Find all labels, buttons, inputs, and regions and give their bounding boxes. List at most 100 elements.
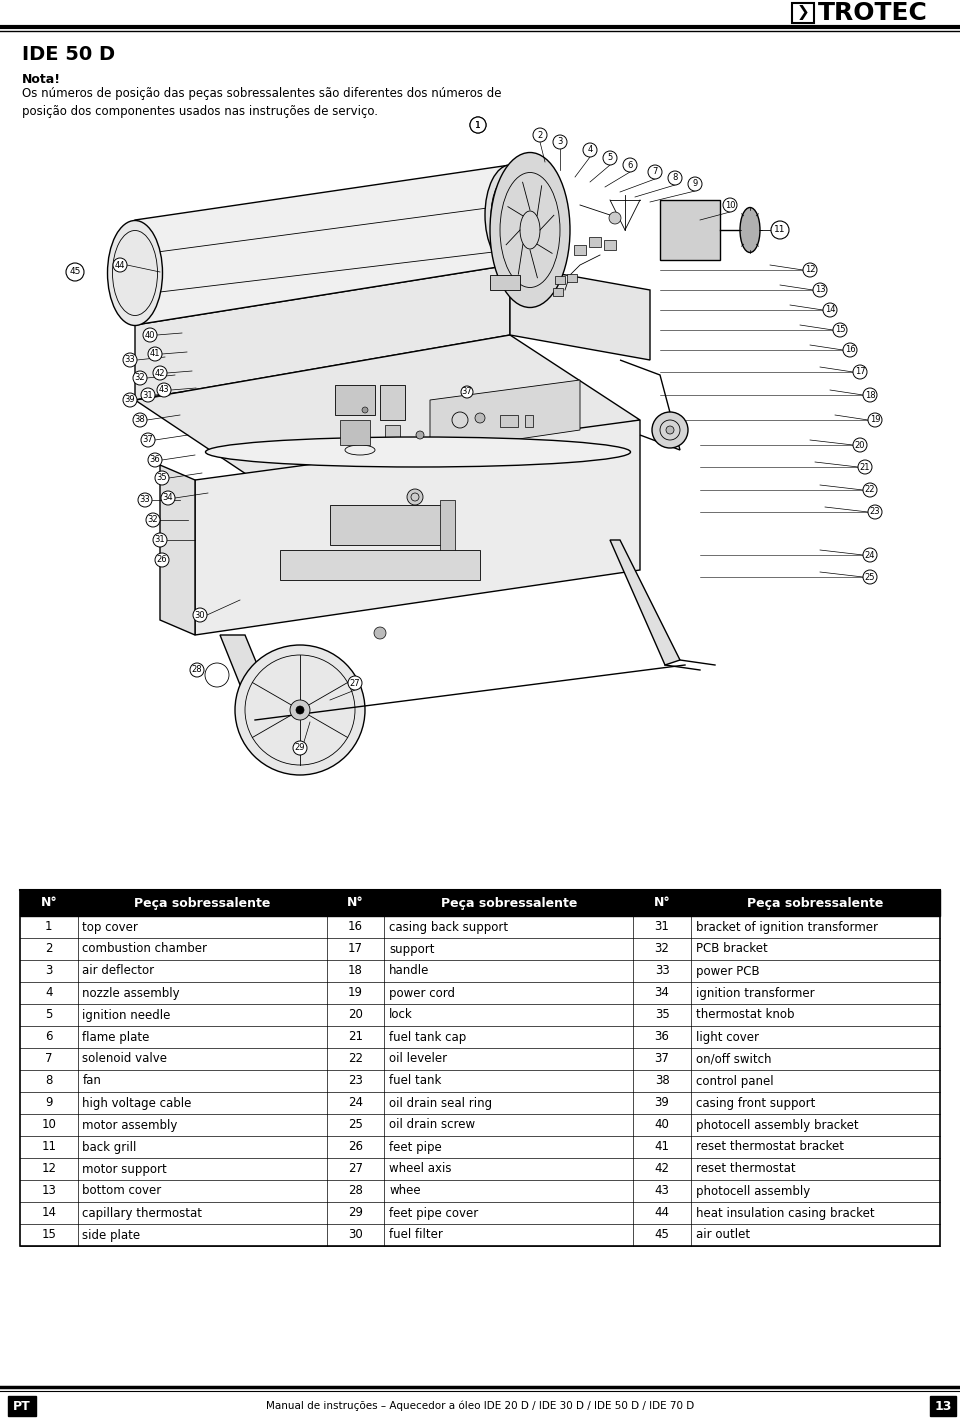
Bar: [20, 890, 940, 1245]
Text: 44: 44: [115, 260, 125, 270]
Circle shape: [843, 344, 857, 356]
Text: 39: 39: [655, 1096, 669, 1109]
Text: bottom cover: bottom cover: [83, 1184, 161, 1197]
Text: 41: 41: [150, 349, 160, 358]
Circle shape: [235, 645, 365, 775]
Circle shape: [868, 413, 882, 427]
Text: 17: 17: [348, 943, 363, 956]
Circle shape: [148, 346, 162, 361]
Text: 14: 14: [825, 305, 835, 314]
Text: back grill: back grill: [83, 1140, 137, 1153]
Polygon shape: [510, 266, 650, 361]
Circle shape: [143, 328, 157, 342]
Text: 8: 8: [672, 173, 678, 183]
Circle shape: [652, 412, 688, 447]
Bar: [20, 1180, 940, 1201]
Text: 32: 32: [148, 515, 158, 524]
Text: 38: 38: [134, 416, 145, 425]
Text: 19: 19: [870, 416, 880, 425]
Text: 13: 13: [934, 1400, 951, 1413]
Polygon shape: [220, 635, 280, 721]
Text: 40: 40: [655, 1119, 669, 1132]
Text: fuel tank: fuel tank: [389, 1075, 442, 1088]
Text: 3: 3: [45, 964, 53, 977]
Text: 37: 37: [462, 388, 472, 396]
Circle shape: [66, 263, 84, 281]
Circle shape: [407, 488, 423, 506]
Text: 1: 1: [475, 121, 481, 129]
Circle shape: [148, 453, 162, 467]
Text: 23: 23: [870, 507, 880, 517]
Text: 6: 6: [627, 160, 633, 169]
Text: 39: 39: [125, 396, 135, 405]
Bar: [280, 550, 480, 579]
Circle shape: [863, 388, 877, 402]
Text: power PCB: power PCB: [696, 964, 759, 977]
Text: 4: 4: [588, 145, 592, 155]
Text: 38: 38: [655, 1075, 669, 1088]
Bar: [555, 275, 565, 284]
Text: casing front support: casing front support: [696, 1096, 815, 1109]
Text: on/off switch: on/off switch: [696, 1052, 771, 1065]
Bar: [792, 3, 814, 23]
Text: feet pipe cover: feet pipe cover: [389, 1207, 478, 1220]
Circle shape: [533, 128, 547, 142]
Ellipse shape: [490, 152, 570, 308]
Text: air outlet: air outlet: [696, 1228, 750, 1241]
Bar: [20, 1157, 940, 1180]
Bar: [490, 275, 520, 290]
Circle shape: [858, 460, 872, 474]
Text: oil drain seal ring: oil drain seal ring: [389, 1096, 492, 1109]
Text: 32: 32: [134, 373, 145, 382]
Bar: [930, 1396, 956, 1416]
Text: 29: 29: [348, 1207, 363, 1220]
Text: 17: 17: [854, 368, 865, 376]
Text: whee: whee: [389, 1184, 420, 1197]
Text: thermostat knob: thermostat knob: [696, 1008, 794, 1021]
Text: 24: 24: [348, 1096, 363, 1109]
Circle shape: [123, 354, 137, 366]
Text: 22: 22: [348, 1052, 363, 1065]
Circle shape: [648, 165, 662, 179]
Text: TROTEC: TROTEC: [818, 1, 928, 26]
Text: 30: 30: [195, 611, 205, 619]
Bar: [335, 385, 375, 415]
Circle shape: [723, 197, 737, 212]
Text: oil drain screw: oil drain screw: [389, 1119, 475, 1132]
Text: 37: 37: [143, 436, 154, 444]
Text: 30: 30: [348, 1228, 363, 1241]
Text: 3: 3: [558, 138, 563, 146]
Circle shape: [668, 170, 682, 185]
Bar: [380, 385, 405, 420]
Text: 25: 25: [865, 572, 876, 582]
Text: photocell assembly bracket: photocell assembly bracket: [696, 1119, 858, 1132]
Bar: [553, 288, 563, 295]
Text: PCB bracket: PCB bracket: [696, 943, 768, 956]
Bar: [500, 415, 518, 427]
Text: 12: 12: [804, 266, 815, 274]
Text: 27: 27: [348, 1163, 363, 1176]
Circle shape: [416, 432, 424, 439]
Circle shape: [863, 548, 877, 562]
Circle shape: [470, 116, 486, 133]
Text: ignition needle: ignition needle: [83, 1008, 171, 1021]
Text: 25: 25: [348, 1119, 363, 1132]
Text: 34: 34: [655, 987, 669, 1000]
Circle shape: [141, 388, 155, 402]
Bar: [20, 960, 940, 983]
Circle shape: [868, 506, 882, 518]
Bar: [20, 1027, 940, 1048]
Text: oil leveler: oil leveler: [389, 1052, 447, 1065]
Text: 43: 43: [655, 1184, 669, 1197]
Text: ignition transformer: ignition transformer: [696, 987, 814, 1000]
Ellipse shape: [740, 207, 760, 253]
Circle shape: [623, 158, 637, 172]
Text: 13: 13: [41, 1184, 57, 1197]
Text: fan: fan: [83, 1075, 102, 1088]
Circle shape: [157, 383, 171, 398]
Circle shape: [123, 393, 137, 408]
Polygon shape: [135, 266, 510, 400]
Text: 33: 33: [125, 355, 135, 365]
Text: 2: 2: [45, 943, 53, 956]
Text: 8: 8: [45, 1075, 53, 1088]
